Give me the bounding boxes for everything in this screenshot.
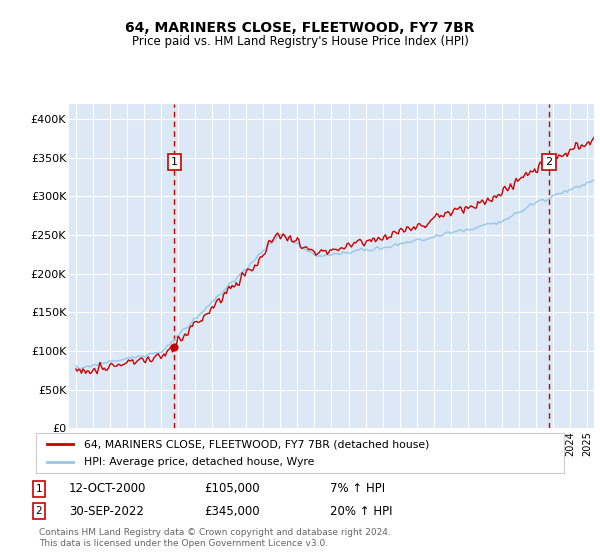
Text: 20% ↑ HPI: 20% ↑ HPI (330, 505, 392, 518)
Text: 12-OCT-2000: 12-OCT-2000 (69, 482, 146, 496)
Text: 64, MARINERS CLOSE, FLEETWOOD, FY7 7BR: 64, MARINERS CLOSE, FLEETWOOD, FY7 7BR (125, 21, 475, 35)
Text: £105,000: £105,000 (204, 482, 260, 496)
Text: 7% ↑ HPI: 7% ↑ HPI (330, 482, 385, 496)
Text: 1: 1 (35, 484, 43, 494)
Text: 64, MARINERS CLOSE, FLEETWOOD, FY7 7BR (detached house): 64, MARINERS CLOSE, FLEETWOOD, FY7 7BR (… (83, 439, 429, 449)
Text: Contains HM Land Registry data © Crown copyright and database right 2024.
This d: Contains HM Land Registry data © Crown c… (39, 528, 391, 548)
Point (544, 157, 554, 166)
Text: Price paid vs. HM Land Registry's House Price Index (HPI): Price paid vs. HM Land Registry's House … (131, 35, 469, 48)
Text: 2: 2 (545, 157, 553, 167)
Text: 2: 2 (35, 506, 43, 516)
Text: £345,000: £345,000 (204, 505, 260, 518)
Point (170, 343, 179, 352)
Text: 30-SEP-2022: 30-SEP-2022 (69, 505, 144, 518)
Text: 1: 1 (171, 157, 178, 167)
Text: HPI: Average price, detached house, Wyre: HPI: Average price, detached house, Wyre (83, 457, 314, 467)
